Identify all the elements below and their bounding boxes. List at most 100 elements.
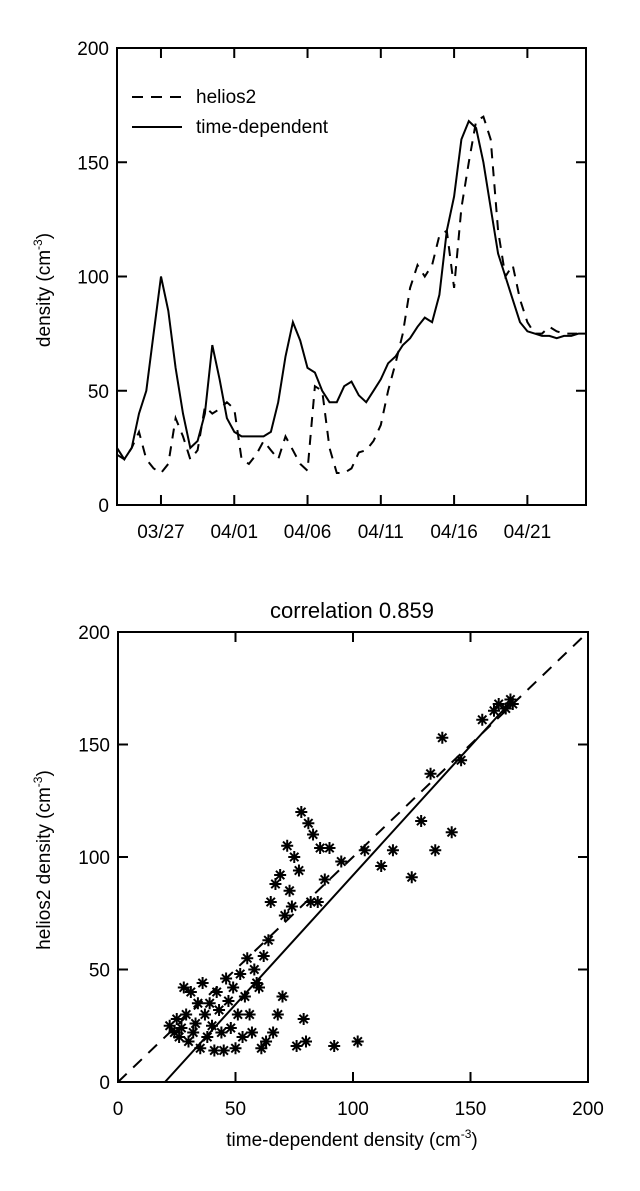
y-tick-label: 100 [77, 268, 109, 289]
scatter-point [257, 950, 270, 962]
y-tick-label: 50 [89, 961, 110, 982]
scatter-point [215, 1026, 228, 1039]
scatter-plot-area [117, 631, 589, 1083]
identity-line [117, 631, 589, 1083]
scatter-point [314, 842, 327, 854]
scatter-point [415, 815, 428, 827]
scatter-point [358, 844, 371, 857]
scatter-point [290, 1040, 303, 1052]
scatter-point [236, 1031, 249, 1043]
scatter-point [292, 864, 305, 877]
scatter-point [208, 1044, 221, 1057]
scatter-y-ticks: 0 50 100 150 200 [78, 623, 588, 1094]
legend-label-helios2: helios2 [196, 87, 256, 108]
x-tick-label: 04/01 [210, 522, 258, 543]
x-tick-label: 04/16 [430, 522, 478, 543]
scatter-point [302, 817, 315, 830]
y-tick-label: 200 [78, 623, 110, 644]
scatter-point [269, 878, 282, 890]
scatter-point [295, 806, 308, 818]
scatter-point [194, 1042, 207, 1055]
scatter-point [231, 1008, 244, 1021]
scatter-point [229, 1042, 242, 1055]
scatter-point [311, 896, 324, 908]
scatter-point [429, 844, 442, 857]
scatter-point [307, 828, 320, 841]
scatter-point [217, 1044, 230, 1057]
scatter-point [201, 1031, 214, 1043]
scatter-point [323, 842, 336, 854]
scatter-point [220, 972, 233, 985]
scatter-point [304, 896, 317, 908]
scatter-point [255, 1042, 268, 1055]
scatter-point [182, 1035, 195, 1048]
scatter-point [189, 1017, 202, 1030]
scatter-point [455, 754, 468, 767]
time-series-y-ticks: 0 50 100 150 200 [77, 39, 586, 517]
scatter-point [375, 860, 388, 872]
scatter-point [222, 995, 235, 1007]
scatter-point [318, 873, 331, 886]
scatter-point [386, 844, 399, 857]
time-series-y-axis-label: density (cm-3) [31, 233, 55, 347]
x-tick-label: 50 [225, 1099, 246, 1120]
x-tick-label: 100 [337, 1099, 369, 1120]
scatter-point [499, 702, 512, 715]
x-tick-label: 04/11 [358, 522, 404, 543]
scatter-point [445, 826, 458, 839]
time-series-x-ticks: 03/27 04/01 04/06 04/11 04/16 04/21 [137, 48, 551, 543]
scatter-point [245, 1026, 258, 1039]
legend: helios2 time-dependent [132, 87, 329, 138]
scatter-point [260, 1035, 273, 1048]
scatter-point [180, 1008, 193, 1021]
scatter-point [297, 1013, 310, 1025]
scatter-point [283, 884, 296, 897]
scatter-point [206, 1019, 218, 1032]
scatter-point [248, 963, 261, 976]
scatter-point [238, 990, 251, 1003]
scatter-point [476, 713, 489, 726]
scatter-point [276, 990, 289, 1003]
x-tick-label: 04/06 [284, 522, 332, 543]
scatter-point [281, 839, 294, 852]
scatter-title: correlation 0.859 [270, 598, 434, 623]
scatter-point [488, 704, 500, 717]
scatter-point [234, 968, 247, 980]
y-tick-label: 150 [77, 153, 109, 174]
time-series-plot-area [116, 115, 586, 475]
scatter-point [196, 977, 209, 989]
scatter-point [271, 1008, 284, 1021]
scatter-point [492, 698, 505, 710]
scatter-point [288, 851, 301, 863]
scatter-chart: correlation 0.859 0 50 100 150 200 0 50 100 150… [31, 598, 604, 1151]
scatter-point [213, 1004, 226, 1016]
scatter-point [184, 986, 197, 998]
scatter-point [173, 1031, 186, 1043]
time-series-chart: 0 50 100 150 200 03/27 04/01 04/06 04/11 04/16 04… [31, 39, 587, 543]
x-tick-label: 03/27 [137, 522, 185, 543]
scatter-point [227, 981, 240, 994]
scatter-point [243, 1008, 256, 1021]
scatter-point [175, 1022, 188, 1034]
x-tick-label: 04/21 [504, 522, 552, 543]
y-tick-label: 100 [78, 848, 110, 869]
scatter-point [285, 900, 298, 913]
fit-line [164, 698, 514, 1083]
scatter-point [335, 855, 348, 868]
scatter-y-axis-label: helios2 density (cm-3) [31, 770, 55, 950]
scatter-point [264, 896, 277, 908]
series-line-helios2 [116, 115, 586, 475]
scatter-x-ticks: 0 50 100 150 200 [113, 632, 604, 1120]
scatter-point [300, 1035, 312, 1048]
y-tick-label: 200 [77, 39, 109, 60]
scatter-point [424, 767, 437, 780]
scatter-x-axis-label: time-dependent density (cm-3) [226, 1127, 477, 1151]
y-tick-label: 0 [99, 1073, 110, 1094]
scatter-point [187, 1026, 200, 1039]
scatter-point [262, 934, 275, 947]
scatter-point [436, 731, 449, 744]
scatter-point [198, 1008, 211, 1021]
y-tick-label: 150 [78, 736, 110, 757]
scatter-point [274, 869, 287, 881]
